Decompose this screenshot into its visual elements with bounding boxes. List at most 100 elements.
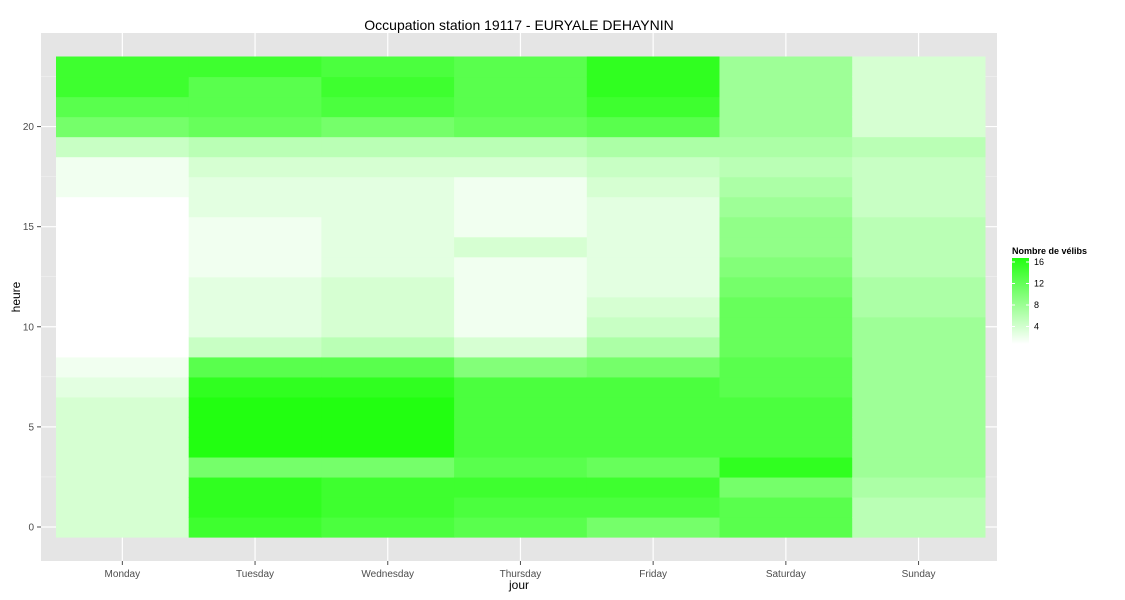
- heatmap-tile: [586, 476, 721, 498]
- heatmap-tile: [586, 396, 721, 418]
- heatmap-tile: [188, 376, 322, 398]
- heatmap-tile: [321, 356, 455, 378]
- heatmap-tile: [586, 116, 721, 138]
- heatmap-tile: [454, 416, 588, 438]
- heatmap-tile: [56, 436, 190, 458]
- heatmap-tile: [454, 256, 588, 278]
- heatmap-tile: [719, 116, 853, 138]
- heatmap-tile: [321, 56, 455, 78]
- heatmap-tile: [321, 416, 455, 438]
- heatmap-tile: [852, 196, 986, 218]
- heatmap-tile: [321, 216, 455, 238]
- heatmap-tile: [56, 276, 190, 298]
- heatmap-tile: [321, 76, 455, 98]
- heatmap-tile: [852, 356, 986, 378]
- heatmap-tile: [586, 516, 721, 538]
- heatmap-tile: [586, 176, 721, 198]
- heatmap-tile: [56, 476, 190, 498]
- heatmap-tile: [586, 316, 721, 338]
- heatmap-tile: [56, 196, 190, 218]
- heatmap-tile: [188, 356, 322, 378]
- heatmap-tile: [188, 176, 322, 198]
- heatmap-tile: [454, 176, 588, 198]
- heatmap-tile: [852, 176, 986, 198]
- heatmap-tile: [454, 476, 588, 498]
- heatmap-tile: [454, 56, 588, 78]
- heatmap-tile: [321, 516, 455, 538]
- x-tick-label: Tuesday: [236, 569, 274, 580]
- heatmap-tile: [321, 336, 455, 358]
- heatmap-tile: [188, 116, 322, 138]
- heatmap-tile: [719, 456, 853, 478]
- y-tick-label: 20: [23, 122, 35, 133]
- heatmap-tile: [188, 216, 322, 238]
- heatmap-tile: [719, 156, 853, 178]
- heatmap-tile: [56, 316, 190, 338]
- heatmap-tile: [586, 436, 721, 458]
- heatmap-tile: [56, 516, 190, 538]
- heatmap-tile: [719, 516, 853, 538]
- heatmap-tile: [852, 456, 986, 478]
- heatmap-tile: [454, 96, 588, 118]
- heatmap-tile: [719, 216, 853, 238]
- heatmap-tile: [719, 296, 853, 318]
- heatmap-tile: [719, 496, 853, 518]
- heatmap-tile: [586, 276, 721, 298]
- heatmap-tile: [56, 216, 190, 238]
- chart-title: Occupation station 19117 - EURYALE DEHAY…: [364, 17, 673, 33]
- heatmap-tile: [586, 56, 721, 78]
- heatmap-tile: [188, 416, 322, 438]
- heatmap-tile: [454, 76, 588, 98]
- heatmap-tile: [56, 296, 190, 318]
- heatmap-tile: [586, 296, 721, 318]
- heatmap-tile: [586, 356, 721, 378]
- heatmap-tile: [852, 476, 986, 498]
- heatmap-tile: [852, 156, 986, 178]
- heatmap-tile: [56, 336, 190, 358]
- heatmap-tile: [56, 136, 190, 158]
- heatmap-tile: [586, 136, 721, 158]
- heatmap-tile: [321, 476, 455, 498]
- heatmap-tile: [586, 156, 721, 178]
- y-tick-label: 5: [28, 422, 34, 433]
- heatmap-tile: [188, 336, 322, 358]
- heatmap-tile: [719, 176, 853, 198]
- heatmap-tile: [321, 196, 455, 218]
- heatmap-tile: [56, 116, 190, 138]
- y-tick-label: 10: [23, 322, 35, 333]
- y-tick-label: 15: [23, 222, 35, 233]
- heatmap-tile: [852, 416, 986, 438]
- heatmap-tile: [188, 56, 322, 78]
- heatmap-tile: [454, 156, 588, 178]
- heatmap-tile: [56, 376, 190, 398]
- heatmap-tile: [719, 316, 853, 338]
- x-tick-label: Sunday: [902, 569, 936, 580]
- heatmap-tile: [454, 356, 588, 378]
- heatmap-tile: [321, 176, 455, 198]
- heatmap-tile: [188, 136, 322, 158]
- x-axis-label: jour: [508, 578, 529, 592]
- heatmap-tile: [852, 116, 986, 138]
- heatmap-tile: [56, 496, 190, 518]
- heatmap-tile: [586, 216, 721, 238]
- heatmap-tile: [321, 256, 455, 278]
- heatmap-tile: [719, 436, 853, 458]
- y-tick-label: 0: [28, 522, 34, 533]
- heatmap-tile: [454, 216, 588, 238]
- heatmap-tile: [852, 376, 986, 398]
- heatmap-tile: [56, 96, 190, 118]
- heatmap-tile: [188, 396, 322, 418]
- heatmap-tile: [586, 336, 721, 358]
- heatmap-tile: [454, 236, 588, 258]
- heatmap-tile: [852, 236, 986, 258]
- heatmap-tile: [454, 196, 588, 218]
- x-tick-label: Thursday: [500, 569, 542, 580]
- heatmap-tile: [56, 236, 190, 258]
- x-tick-label: Wednesday: [361, 569, 414, 580]
- heatmap-tile: [852, 56, 986, 78]
- heatmap-tile: [321, 116, 455, 138]
- heatmap-tile: [454, 116, 588, 138]
- heatmap-tile: [852, 496, 986, 518]
- heatmap-tile: [852, 96, 986, 118]
